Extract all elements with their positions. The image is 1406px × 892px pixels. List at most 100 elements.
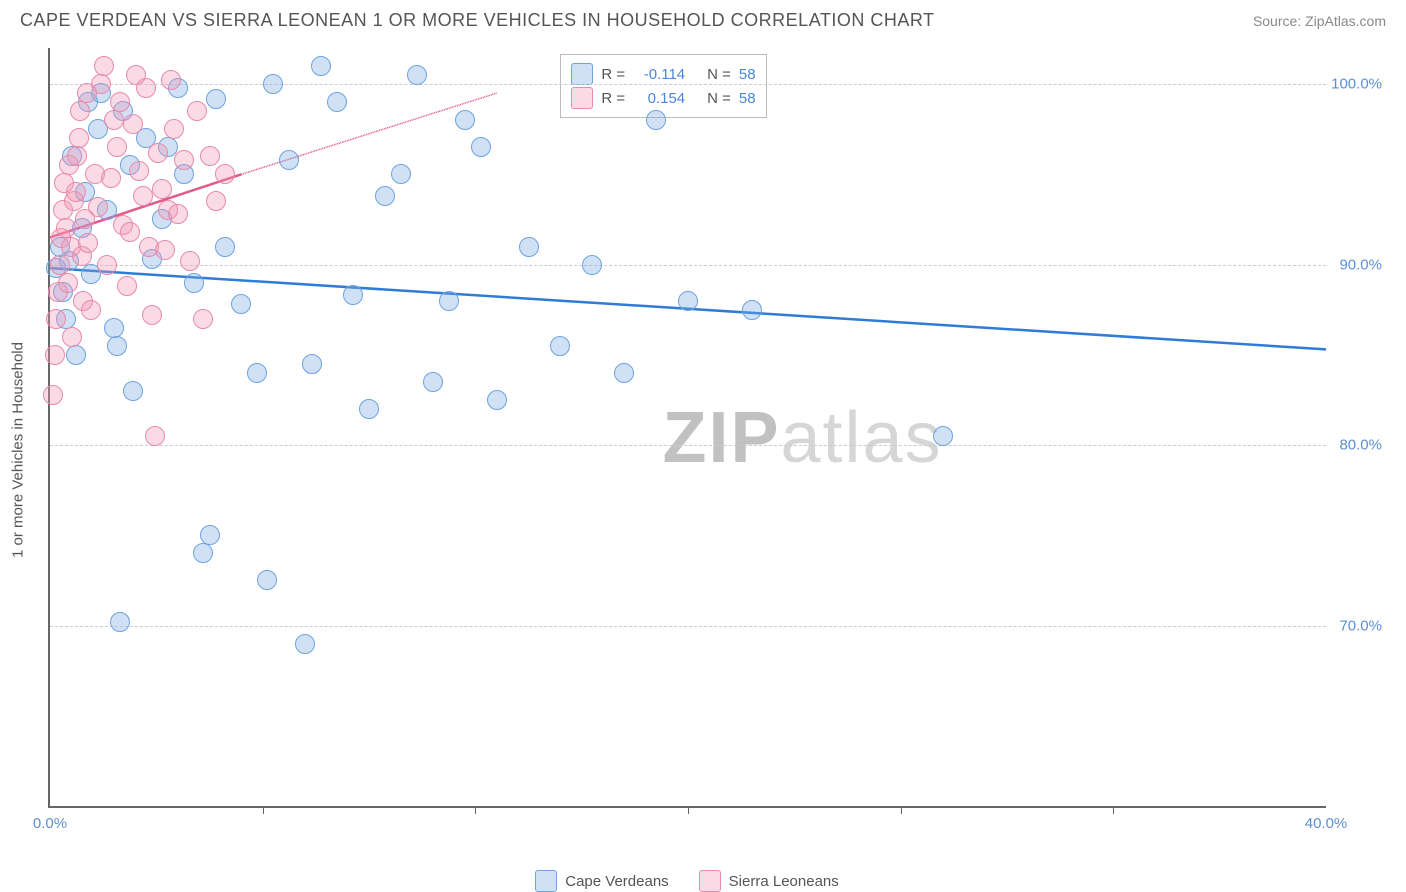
data-point — [359, 399, 379, 419]
data-point — [110, 612, 130, 632]
x-tick-label: 40.0% — [1305, 815, 1348, 832]
data-point — [343, 285, 363, 305]
data-point — [193, 309, 213, 329]
data-point — [206, 89, 226, 109]
data-point — [646, 110, 666, 130]
data-point — [231, 294, 251, 314]
data-point — [200, 146, 220, 166]
legend-item: Sierra Leoneans — [699, 870, 839, 892]
data-point — [302, 354, 322, 374]
data-point — [117, 276, 137, 296]
data-point — [129, 161, 149, 181]
data-point — [66, 182, 86, 202]
data-point — [101, 168, 121, 188]
y-tick-label: 70.0% — [1339, 617, 1382, 634]
data-point — [69, 128, 89, 148]
data-point — [206, 191, 226, 211]
y-tick-label: 100.0% — [1331, 76, 1382, 93]
data-point — [263, 74, 283, 94]
data-point — [136, 78, 156, 98]
data-point — [193, 543, 213, 563]
data-point — [455, 110, 475, 130]
data-point — [70, 101, 90, 121]
gridline-h — [50, 265, 1326, 266]
trend-lines — [50, 48, 1326, 806]
data-point — [187, 101, 207, 121]
data-point — [184, 273, 204, 293]
data-point — [107, 336, 127, 356]
data-point — [81, 300, 101, 320]
data-point — [123, 381, 143, 401]
data-point — [215, 237, 235, 257]
data-point — [391, 164, 411, 184]
data-point — [311, 56, 331, 76]
chart-title: CAPE VERDEAN VS SIERRA LEONEAN 1 OR MORE… — [20, 10, 935, 31]
data-point — [487, 390, 507, 410]
y-tick-label: 90.0% — [1339, 256, 1382, 273]
data-point — [133, 186, 153, 206]
source-attribution: Source: ZipAtlas.com — [1253, 13, 1386, 29]
data-point — [91, 74, 111, 94]
data-point — [742, 300, 762, 320]
x-tick-label: 0.0% — [33, 815, 67, 832]
x-tick-mark — [688, 806, 689, 814]
data-point — [933, 426, 953, 446]
y-axis-label: 1 or more Vehicles in Household — [10, 342, 27, 558]
data-point — [88, 197, 108, 217]
data-point — [56, 218, 76, 238]
data-point — [46, 309, 66, 329]
data-point — [168, 204, 188, 224]
x-tick-mark — [901, 806, 902, 814]
gridline-h — [50, 84, 1326, 85]
data-point — [145, 426, 165, 446]
data-point — [148, 143, 168, 163]
data-point — [550, 336, 570, 356]
data-point — [104, 110, 124, 130]
data-point — [45, 345, 65, 365]
data-point — [110, 92, 130, 112]
data-point — [161, 70, 181, 90]
data-point — [152, 179, 172, 199]
plot-area: ZIPatlas R =-0.114N =58R =0.154N =58 70.… — [48, 48, 1326, 808]
data-point — [142, 305, 162, 325]
data-point — [582, 255, 602, 275]
data-point — [66, 345, 86, 365]
data-point — [471, 137, 491, 157]
data-point — [375, 186, 395, 206]
data-point — [107, 137, 127, 157]
data-point — [407, 65, 427, 85]
data-point — [423, 372, 443, 392]
chart-container: 1 or more Vehicles in Household ZIPatlas… — [48, 48, 1386, 852]
watermark: ZIPatlas — [662, 397, 942, 479]
data-point — [215, 164, 235, 184]
data-point — [120, 222, 140, 242]
data-point — [678, 291, 698, 311]
data-point — [439, 291, 459, 311]
data-point — [62, 327, 82, 347]
data-point — [155, 240, 175, 260]
data-point — [174, 150, 194, 170]
x-tick-mark — [263, 806, 264, 814]
data-point — [247, 363, 267, 383]
legend-row: R =-0.114N =58 — [571, 63, 755, 85]
correlation-legend: R =-0.114N =58R =0.154N =58 — [560, 54, 766, 118]
gridline-h — [50, 445, 1326, 446]
data-point — [164, 119, 184, 139]
data-point — [97, 255, 117, 275]
series-legend: Cape Verdeans Sierra Leoneans — [48, 870, 1326, 892]
gridline-h — [50, 626, 1326, 627]
data-point — [327, 92, 347, 112]
data-point — [257, 570, 277, 590]
data-point — [43, 385, 63, 405]
data-point — [50, 255, 70, 275]
data-point — [279, 150, 299, 170]
data-point — [614, 363, 634, 383]
data-point — [67, 146, 87, 166]
y-tick-label: 80.0% — [1339, 437, 1382, 454]
data-point — [295, 634, 315, 654]
data-point — [104, 318, 124, 338]
legend-item: Cape Verdeans — [535, 870, 668, 892]
x-tick-mark — [1113, 806, 1114, 814]
legend-row: R =0.154N =58 — [571, 87, 755, 109]
data-point — [94, 56, 114, 76]
